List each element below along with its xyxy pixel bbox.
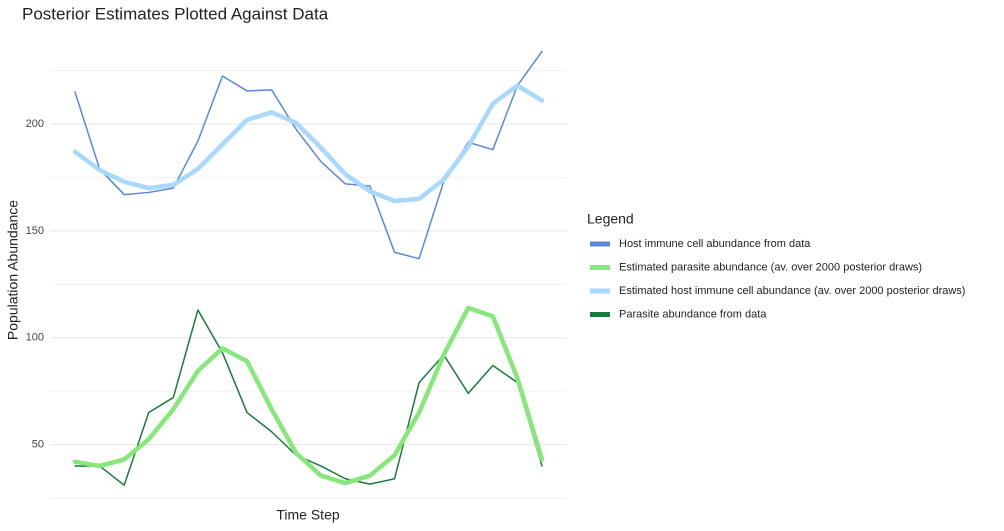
- y-tick-label: 150: [26, 225, 44, 237]
- legend-swatch: [590, 288, 610, 294]
- legend: Host immune cell abundance from data Esti…: [590, 238, 965, 320]
- y-axis-label: Population Abundance: [5, 200, 21, 340]
- x-axis-label: Time Step: [276, 507, 339, 523]
- chart-title: Posterior Estimates Plotted Against Data: [22, 4, 329, 23]
- y-tick-label: 100: [26, 332, 44, 344]
- grid: 50 100 150 200: [26, 70, 567, 499]
- legend-label: Estimated host immune cell abundance (av…: [619, 285, 965, 297]
- legend-swatch: [590, 241, 610, 247]
- legend-title: Legend: [587, 211, 634, 227]
- series-line: [74, 309, 543, 486]
- series-line: [74, 50, 543, 260]
- legend-swatch: [590, 265, 610, 270]
- lines: [72, 50, 545, 486]
- series-line: [72, 305, 545, 486]
- legend-label: Host immune cell abundance from data: [619, 238, 811, 250]
- legend-label: Parasite abundance from data: [619, 308, 767, 320]
- y-tick-label: 200: [26, 118, 44, 130]
- series-line: [72, 83, 545, 204]
- legend-swatch: [590, 312, 610, 317]
- y-tick-label: 50: [32, 438, 44, 450]
- legend-label: Estimated parasite abundance (av. over 2…: [619, 261, 922, 273]
